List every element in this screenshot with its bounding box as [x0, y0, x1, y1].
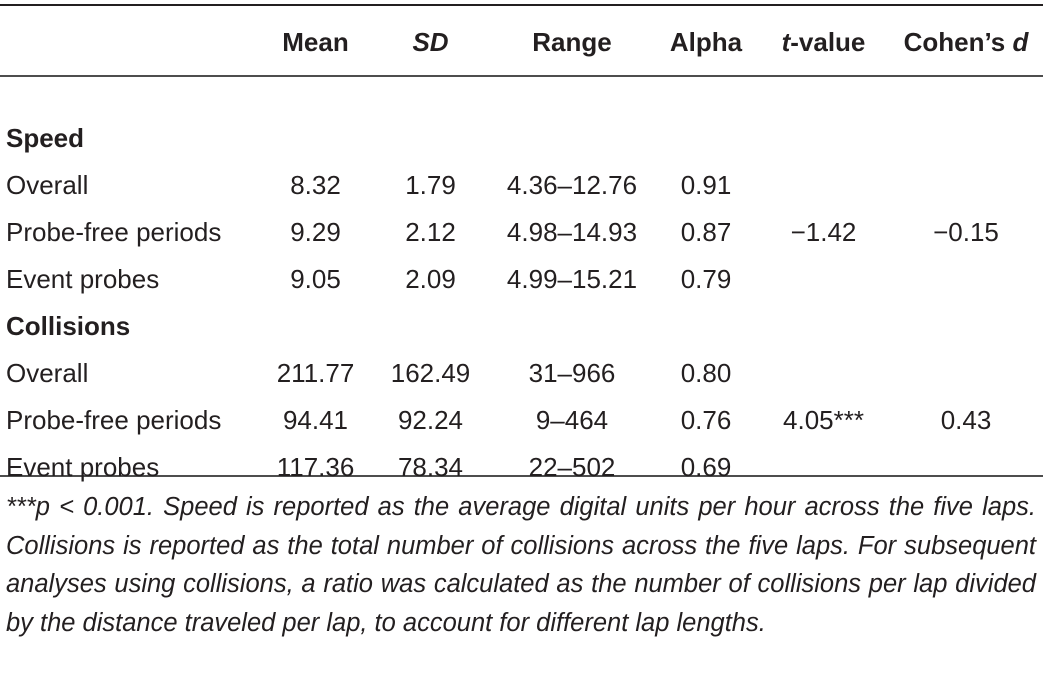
- cell-cohens-d: [891, 444, 1041, 491]
- header-row: Mean SD Range Alpha t-value Cohen’s d: [0, 16, 1041, 68]
- cell-t-value: [756, 162, 891, 209]
- header-sd: SD: [373, 16, 488, 68]
- cell-range: 31–966: [528, 358, 616, 388]
- cell-sd: 2.09: [405, 264, 456, 294]
- header-range: Range: [532, 26, 612, 57]
- header-alpha: Alpha: [669, 26, 743, 57]
- row-label: Event probes: [6, 264, 160, 294]
- table-body: Speed Overall 8.32 1.79 4.36–12.76 0.91 Probe-…: [0, 115, 1041, 491]
- cell-cohens-d: [891, 162, 1041, 209]
- header-cohens-d: Cohen’s d: [891, 16, 1041, 68]
- header-t-value: t-value: [756, 16, 891, 68]
- section-row: Speed: [0, 115, 1041, 162]
- cell-range: 9–464: [535, 405, 609, 435]
- cell-cohens-d: [891, 256, 1041, 303]
- header-t-rest: -value: [790, 26, 866, 57]
- header-mean: Mean: [282, 26, 349, 57]
- header-cohens-prefix: Cohen’s: [903, 26, 1013, 57]
- table-row: Overall 8.32 1.79 4.36–12.76 0.91: [0, 162, 1041, 209]
- row-label: Event probes: [6, 452, 160, 482]
- table-row: Overall 211.77 162.49 31–966 0.80: [0, 350, 1041, 397]
- cell-sd: 162.49: [390, 358, 471, 388]
- header-rule: [0, 75, 1043, 77]
- cell-t-value: −1.42: [790, 217, 857, 247]
- row-label: Overall: [6, 358, 89, 388]
- cell-t-value: [756, 256, 891, 303]
- cell-range: 4.98–14.93: [506, 217, 638, 247]
- bottom-rule: [0, 475, 1043, 477]
- cell-cohens-d: 0.43: [940, 405, 992, 435]
- cell-mean: 9.29: [290, 217, 341, 247]
- table-row: Probe-free periods 94.41 92.24 9–464 0.76 4.0…: [0, 397, 1041, 444]
- table-footnote: ***p < 0.001. Speed is reported as the a…: [6, 493, 1036, 637]
- header-cohens-d-italic: d: [1012, 26, 1029, 57]
- table-row: Event probes 9.05 2.09 4.99–15.21 0.79: [0, 256, 1041, 303]
- table-row: Event probes 117.36 78.34 22–502 0.69: [0, 444, 1041, 491]
- cell-mean: 8.32: [290, 170, 341, 200]
- row-label: Overall: [6, 170, 89, 200]
- top-rule: [0, 4, 1043, 6]
- cell-sd: 2.12: [405, 217, 456, 247]
- cell-range: 4.36–12.76: [506, 170, 638, 200]
- cell-t-value: [756, 350, 891, 397]
- section-row: Collisions: [0, 303, 1041, 350]
- cell-cohens-d: −0.15: [933, 217, 999, 247]
- cell-cohens-d: [891, 350, 1041, 397]
- cell-mean: 94.41: [282, 405, 349, 435]
- cell-alpha: 0.79: [680, 264, 732, 294]
- cell-alpha: 0.69: [680, 452, 732, 482]
- cell-alpha: 0.87: [680, 217, 732, 247]
- cell-alpha: 0.91: [680, 170, 732, 200]
- header-blank: [0, 16, 258, 68]
- header-t-italic: t: [781, 26, 791, 57]
- cell-alpha: 0.80: [680, 358, 732, 388]
- cell-sd: 92.24: [397, 405, 464, 435]
- row-label: Probe-free periods: [6, 405, 222, 435]
- descriptive-statistics-table: Mean SD Range Alpha t-value Cohen’s d Sp…: [0, 16, 1041, 491]
- cell-mean: 9.05: [290, 264, 341, 294]
- section-title: Speed: [6, 123, 85, 153]
- cell-sd: 78.34: [397, 452, 464, 482]
- section-title: Collisions: [6, 311, 131, 341]
- cell-mean: 211.77: [276, 358, 355, 388]
- header-sd-text: SD: [412, 26, 449, 57]
- cell-t-value: [756, 444, 891, 491]
- cell-range: 22–502: [528, 452, 616, 482]
- cell-sd: 1.79: [405, 170, 456, 200]
- table-row: Probe-free periods 9.29 2.12 4.98–14.93 0.87…: [0, 209, 1041, 256]
- cell-range: 4.99–15.21: [506, 264, 638, 294]
- cell-mean: 117.36: [276, 452, 355, 482]
- cell-t-value: 4.05***: [783, 405, 864, 435]
- row-label: Probe-free periods: [6, 217, 222, 247]
- cell-alpha: 0.76: [680, 405, 732, 435]
